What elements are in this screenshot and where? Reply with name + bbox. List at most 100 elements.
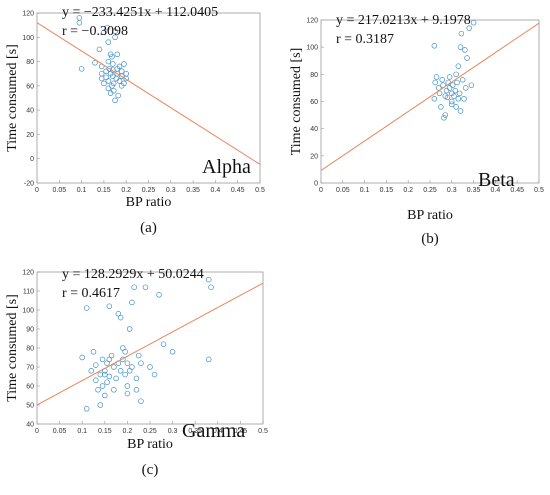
data-point	[106, 373, 113, 380]
data-point	[83, 406, 90, 412]
data-point	[104, 24, 111, 31]
data-point	[98, 70, 105, 77]
data-point	[131, 284, 137, 290]
data-point	[156, 292, 162, 298]
x-tick-label: 0.15	[380, 187, 394, 194]
data-point	[106, 303, 113, 309]
y-tick-label: 100	[22, 35, 34, 42]
data-point	[208, 284, 214, 290]
data-point	[433, 74, 440, 80]
data-point	[102, 371, 108, 378]
y-tick-label: 40	[310, 126, 318, 133]
data-point	[432, 79, 438, 86]
data-point	[105, 58, 112, 65]
y-tick-label: 20	[310, 153, 318, 160]
data-point	[449, 98, 455, 105]
x-tick-label: 0.1	[360, 187, 370, 194]
correlation-coefficient: r = 0.3187	[336, 32, 394, 47]
data-point	[110, 80, 117, 87]
data-point	[456, 90, 463, 97]
x-axis-label: BP ratio	[407, 208, 453, 223]
data-point	[79, 354, 85, 361]
regression-equation: y = −233.4251x + 112.0405	[62, 5, 218, 20]
regression-equation: y = 217.0213x + 9.1978	[336, 13, 471, 28]
data-point	[93, 377, 99, 384]
x-tick-label: 0.35	[186, 187, 200, 194]
data-point	[446, 74, 453, 80]
data-point	[461, 96, 467, 102]
data-point	[103, 68, 109, 75]
data-point	[457, 108, 464, 114]
data-point	[104, 379, 110, 385]
data-point	[123, 70, 129, 77]
data-point	[99, 356, 106, 363]
panel-caption: (c)	[142, 462, 159, 478]
data-point	[109, 53, 115, 60]
data-point	[133, 387, 140, 393]
x-tick-label: 0.25	[143, 428, 157, 435]
data-point	[206, 356, 212, 363]
data-point	[111, 387, 117, 393]
data-point	[451, 93, 457, 99]
data-point	[83, 305, 90, 311]
data-point	[439, 77, 445, 83]
band-name: Gamma	[182, 420, 245, 442]
data-point	[452, 87, 459, 94]
y-tick-label: 100	[22, 308, 34, 315]
regression-line	[37, 282, 263, 406]
data-point	[431, 96, 438, 102]
data-point	[453, 104, 459, 110]
y-tick-label: -20	[24, 181, 34, 188]
data-point	[105, 78, 112, 84]
y-tick-label: 100	[306, 45, 318, 52]
data-point	[147, 364, 153, 370]
x-tick-label: 0.15	[98, 428, 112, 435]
data-point	[442, 93, 449, 99]
data-point	[103, 74, 109, 81]
data-point	[102, 392, 108, 399]
data-point	[97, 371, 104, 378]
x-tick-label: 0.15	[97, 187, 111, 194]
y-tick-label: 60	[26, 384, 34, 391]
x-tick-label: 0.1	[77, 428, 87, 435]
data-point	[101, 29, 107, 36]
x-tick-label: 0.3	[166, 187, 176, 194]
x-tick-label: 0	[319, 187, 323, 194]
data-point	[466, 25, 472, 31]
x-tick-label: 0.45	[231, 187, 245, 194]
data-point	[112, 97, 118, 104]
data-point	[138, 398, 144, 404]
x-tick-label: 0.25	[423, 187, 437, 194]
data-point	[459, 77, 466, 83]
data-point	[449, 101, 455, 107]
data-point	[436, 90, 443, 97]
data-point	[126, 326, 133, 332]
panel-gamma: 0 0.05 0.1 0.15 0.2 0.25 0.3 0.35 0.4 0.45 0.5 40 50…	[5, 267, 268, 478]
x-tick-label: 0.3	[447, 187, 457, 194]
data-point	[438, 104, 444, 110]
data-point	[88, 368, 94, 374]
data-point	[441, 115, 447, 121]
regression-line	[37, 22, 260, 165]
data-point	[107, 90, 114, 96]
data-point	[142, 284, 149, 290]
y-tick-label: 90	[26, 327, 34, 334]
panel-alpha: 0 0.05 0.1 0.15 0.2 0.25 0.3 0.35 0.4 0.45 0.5-200…	[5, 5, 265, 236]
data-point	[99, 383, 106, 389]
data-point	[110, 61, 116, 67]
y-tick-label: 70	[26, 365, 34, 372]
x-tick-label: 0.3	[168, 428, 178, 435]
data-point	[443, 87, 450, 94]
data-point	[470, 19, 477, 26]
y-tick-label: 60	[26, 83, 34, 90]
data-point	[110, 87, 117, 94]
data-point	[122, 371, 128, 378]
data-point	[446, 85, 453, 91]
data-point	[431, 43, 438, 49]
x-tick-label: 0.05	[52, 187, 66, 194]
y-tick-label: 20	[26, 132, 34, 139]
data-point	[457, 44, 464, 50]
data-point	[442, 112, 449, 118]
x-tick-label: 0.4	[211, 187, 221, 194]
data-point	[106, 66, 113, 72]
